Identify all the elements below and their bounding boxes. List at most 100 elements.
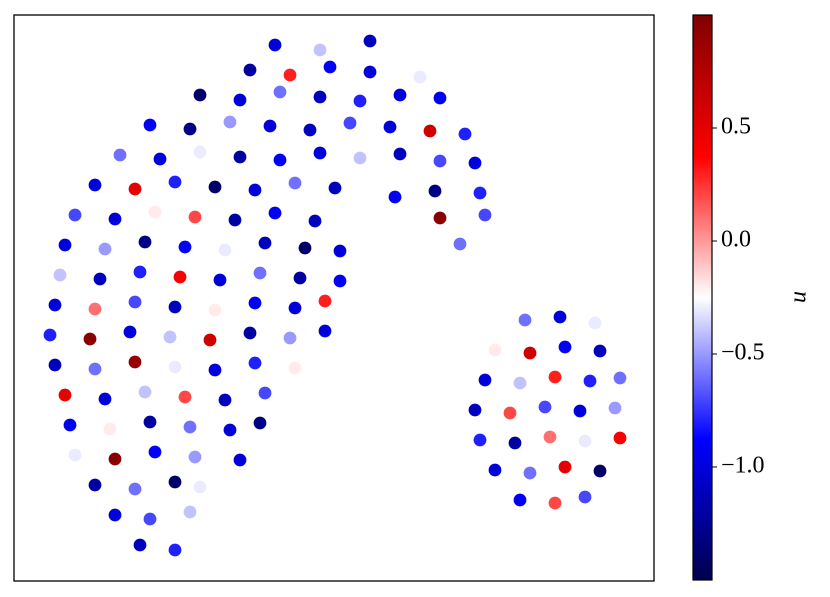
point — [432, 153, 448, 169]
point — [612, 370, 628, 386]
point — [387, 189, 403, 205]
point — [317, 293, 333, 309]
point — [107, 451, 123, 467]
point — [262, 118, 278, 134]
point — [247, 355, 263, 371]
point — [292, 270, 308, 286]
point — [412, 69, 428, 85]
point — [97, 241, 113, 257]
point — [322, 59, 338, 75]
point — [287, 360, 303, 376]
point — [557, 339, 573, 355]
point — [282, 330, 298, 346]
point — [352, 93, 368, 109]
point — [67, 447, 83, 463]
point — [82, 331, 98, 347]
point — [207, 362, 223, 378]
point — [352, 150, 368, 166]
colorbar-tick-label: −1.0 — [721, 453, 765, 479]
point — [207, 302, 223, 318]
point — [142, 414, 158, 430]
point — [297, 240, 313, 256]
point — [587, 315, 603, 331]
point — [487, 462, 503, 478]
point — [582, 373, 598, 389]
point — [592, 463, 608, 479]
point — [612, 430, 628, 446]
point — [127, 481, 143, 497]
point — [302, 122, 318, 138]
point — [162, 329, 178, 345]
point — [127, 294, 143, 310]
point — [167, 174, 183, 190]
point — [362, 33, 378, 49]
point — [167, 359, 183, 375]
point — [332, 243, 348, 259]
point — [487, 342, 503, 358]
point — [472, 185, 488, 201]
point — [57, 387, 73, 403]
point — [192, 479, 208, 495]
point — [502, 405, 518, 421]
point — [392, 146, 408, 162]
point — [87, 177, 103, 193]
point — [207, 179, 223, 195]
point — [247, 182, 263, 198]
point — [192, 144, 208, 160]
point — [287, 300, 303, 316]
point — [572, 403, 588, 419]
point — [142, 511, 158, 527]
point — [432, 90, 448, 106]
point — [457, 126, 473, 142]
point — [332, 273, 348, 289]
point — [42, 327, 58, 343]
point — [92, 271, 108, 287]
point — [187, 449, 203, 465]
point — [472, 432, 488, 448]
point — [87, 477, 103, 493]
point — [97, 391, 113, 407]
point — [187, 209, 203, 225]
point — [467, 155, 483, 171]
point — [232, 149, 248, 165]
point — [232, 92, 248, 108]
plot-frame — [13, 14, 655, 582]
point — [67, 207, 83, 223]
point — [452, 236, 468, 252]
point — [557, 459, 573, 475]
point — [362, 64, 378, 80]
point — [172, 269, 188, 285]
point — [47, 357, 63, 373]
point — [422, 123, 438, 139]
point — [432, 210, 448, 226]
point — [57, 237, 73, 253]
point — [182, 121, 198, 137]
point — [212, 272, 228, 288]
point — [137, 234, 153, 250]
point — [247, 295, 263, 311]
point — [392, 87, 408, 103]
point — [267, 205, 283, 221]
point — [592, 343, 608, 359]
point — [267, 37, 283, 53]
points-layer — [42, 33, 628, 558]
point — [307, 213, 323, 229]
point — [62, 417, 78, 433]
point — [222, 422, 238, 438]
point — [217, 392, 233, 408]
colorbar-tick-label: −0.5 — [721, 340, 765, 366]
point — [167, 299, 183, 315]
point — [127, 181, 143, 197]
point — [127, 354, 143, 370]
point — [382, 119, 398, 135]
point — [107, 507, 123, 523]
point — [167, 474, 183, 490]
colorbar-tick-label: 0.0 — [721, 227, 751, 253]
point — [102, 421, 118, 437]
point — [512, 375, 528, 391]
point — [272, 152, 288, 168]
point — [252, 415, 268, 431]
point — [122, 324, 138, 340]
point — [547, 369, 563, 385]
point — [342, 115, 358, 131]
